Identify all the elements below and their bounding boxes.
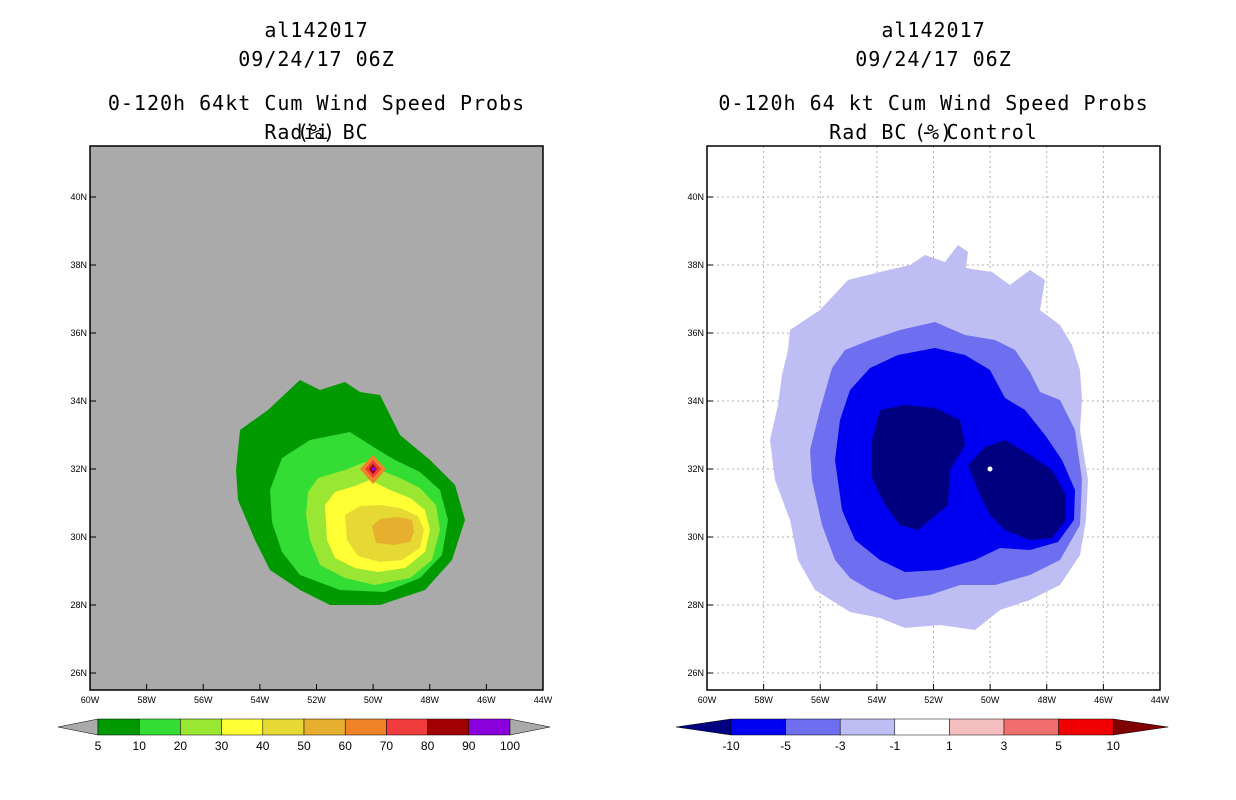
left-axes: 60W 58W 56W 54W 52W 50W 48W 46W 44W 26N 28N 30N 32N 3… [70,192,552,705]
right-colorbar-under-triangle [675,718,732,736]
left-colorbar-label: 90 [462,739,476,753]
left-colorbar-label: 40 [256,739,270,753]
right-colorbar-label: 5 [1055,739,1062,753]
right-axes: 60W 58W 56W 54W 52W 50W 48W 46W 44W 26N 28N 30N 32N 3… [687,192,1169,705]
left-colorbar-label: 60 [339,739,353,753]
right-colorbar-label: 10 [1107,739,1121,753]
right_panel-ytick-label: 40N [687,192,704,202]
left_panel-ytick-label: 40N [70,192,87,202]
left-colorbar-label: 100 [500,739,520,753]
left-probability-contours [236,380,465,605]
right_panel-ytick-label: 26N [687,668,704,678]
right-colorbar-box [730,718,786,736]
left-contour-90 [371,467,375,471]
left_panel-xtick-label: 46W [477,695,496,705]
left_panel-ytick-label: 30N [70,532,87,542]
left_panel-ytick-label: 32N [70,464,87,474]
left-colorbar-label: 30 [215,739,229,753]
right-contour-minus10-west [872,405,965,530]
left_panel-xtick-label: 50W [364,695,383,705]
right-storm-id: al142017 [881,18,986,42]
left_panel-xtick-label: 58W [137,695,156,705]
left_panel-ytick-label: 34N [70,396,87,406]
left_panel-xtick-label: 54W [251,695,270,705]
right-map: 60W 58W 56W 54W 52W 50W 48W 46W 44W 26N 28N 30N 32N 3… [675,145,1170,753]
left-colorbar-label: 5 [95,739,102,753]
right_panel-ytick-label: 34N [687,396,704,406]
left-colorbar-box [138,718,181,736]
left-colorbar-label: 70 [380,739,394,753]
left_panel-ytick-label: 28N [70,600,87,610]
right_panel-xtick-label: 58W [754,695,773,705]
left-title: 0-120h 64kt Cum Wind Speed Probs (%) [107,91,526,144]
right_panel-xtick-label: 54W [868,695,887,705]
left_panel-xtick-label: 48W [420,695,439,705]
right_panel-ytick-label: 38N [687,260,704,270]
left_panel-ytick-label: 38N [70,260,87,270]
left-datetime: 09/24/17 06Z [238,47,395,71]
left-colorbar-box [221,718,264,736]
right-contour-minus10-east [968,440,1066,540]
right-colorbar-box [894,718,950,736]
right-colorbar-box [785,718,841,736]
right-title: 0-120h 64 kt Cum Wind Speed Probs (%) [718,91,1149,144]
right-colorbar-box [1058,718,1114,736]
left_panel-ytick-label: 26N [70,668,87,678]
right-datetime: 09/24/17 06Z [855,47,1012,71]
right-colorbar-box [949,718,1005,736]
left_panel-xtick-label: 60W [81,695,100,705]
left-colorbar-box [97,718,140,736]
right-difference-contours [770,245,1088,630]
left-colorbar-box [303,718,346,736]
left-colorbar: 5 10 20 30 40 50 60 70 80 90 100 [57,718,551,753]
left_panel-xtick-label: 56W [194,695,213,705]
right_panel-ytick-label: 36N [687,328,704,338]
left_panel-xtick-label: 52W [307,695,326,705]
right_panel-xtick-label: 48W [1037,695,1056,705]
right_panel-ytick-label: 30N [687,532,704,542]
left_panel-xtick-label: 44W [534,695,553,705]
left-colorbar-box [468,718,511,736]
left-subtitle: Radii BC [264,120,369,144]
right-colorbar-label: 1 [946,739,953,753]
left-contour-50 [372,517,414,545]
right-center-marker [987,466,993,472]
right-colorbar-label: -10 [722,739,740,753]
right_panel-xtick-label: 46W [1094,695,1113,705]
right_panel-xtick-label: 60W [698,695,717,705]
right-colorbar-label: -1 [889,739,900,753]
left-colorbar-box [344,718,387,736]
right_panel-ytick-label: 32N [687,464,704,474]
right-colorbar-label: -5 [780,739,791,753]
left-colorbar-label: 20 [174,739,188,753]
left-colorbar-label: 80 [421,739,435,753]
left-colorbar-box [180,718,222,736]
right-subtitle: Rad BC - Control [829,120,1038,144]
right-colorbar-label: 3 [1001,739,1008,753]
left-map: 60W 58W 56W 54W 52W 50W 48W 46W 44W 26N 28N 30N 32N 3… [57,145,553,753]
left-colorbar-box [262,718,305,736]
right-colorbar-label: -3 [835,739,846,753]
left-colorbar-box [427,718,470,736]
right_panel-xtick-label: 50W [981,695,1000,705]
left-storm-id: al142017 [264,18,369,42]
left-colorbar-over-triangle [509,718,551,736]
left-colorbar-box [386,718,428,736]
right_panel-xtick-label: 52W [924,695,943,705]
left-colorbar-under-triangle [57,718,99,736]
left-colorbar-label: 50 [297,739,311,753]
right-colorbar: -10 -5 -3 -1 1 3 5 10 [675,718,1169,753]
right_panel-xtick-label: 44W [1151,695,1170,705]
right_panel-xtick-label: 56W [811,695,830,705]
right-colorbar-over-triangle [1112,718,1169,736]
right_panel-ytick-label: 28N [687,600,704,610]
right-colorbar-box [1003,718,1059,736]
left_panel-ytick-label: 36N [70,328,87,338]
right-colorbar-box [839,718,896,736]
left-colorbar-label: 10 [133,739,147,753]
